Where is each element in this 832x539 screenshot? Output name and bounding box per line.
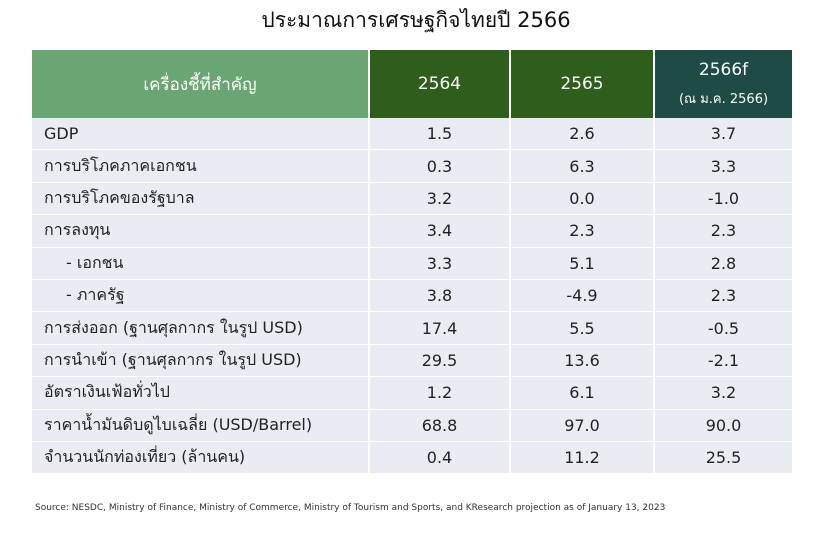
value-cell: -4.9	[511, 279, 655, 312]
value-cell: 2.6	[511, 118, 655, 150]
value-cell: 2.3	[710, 221, 737, 241]
value-cell: 5.5	[511, 312, 655, 344]
row-label: GDP	[32, 118, 370, 150]
header-text: 2564	[417, 74, 462, 94]
table-row: จำนวนนักท่องเที่ยว (ล้านคน) 0.4 11.2 25.5	[32, 441, 792, 475]
value-cell: 3.8	[370, 279, 511, 312]
row-label: - ภาครัฐ	[32, 279, 370, 312]
table-row: การบริโภคภาคเอกชน 0.3 6.3 3.3	[32, 150, 792, 183]
row-label: การส่งออก (ฐานศุลกากร ในรูป USD)	[32, 312, 370, 344]
value-cell: 2.3	[511, 215, 655, 247]
value-cell: 3.2	[370, 182, 511, 215]
value-cell: 6.1	[511, 377, 655, 409]
row-label: การลงทุน	[32, 215, 370, 247]
value-cell: 0.4	[370, 441, 511, 474]
value-cell: 1.2	[370, 377, 511, 409]
value-cell: 68.8	[370, 409, 511, 441]
value-cell: 3.3	[370, 247, 511, 279]
row-label: อัตราเงินเฟ้อทั่วไป	[32, 377, 370, 409]
value-cell: 3.2	[710, 383, 737, 403]
header-cell: เครื่องชี้ที่สำคัญ	[32, 50, 370, 118]
table-row: - เอกชน 3.3 5.1 2.8	[32, 247, 792, 280]
table-row: ราคาน้ำมันดิบดูไบเฉลี่ย (USD/Barrel) 68.8…	[32, 409, 792, 442]
value-cell: 29.5	[370, 344, 511, 377]
value-cell: 97.0	[511, 409, 655, 441]
value-cell: -2.1	[707, 350, 740, 370]
table-row: อัตราเงินเฟ้อทั่วไป 1.2 6.1 3.2	[32, 377, 792, 410]
value-cell: 3.4	[370, 215, 511, 247]
header-cell: 2566f (ณ ม.ค. 2566)	[655, 50, 792, 118]
header-cell: 2564	[370, 50, 511, 118]
value-cell: 0.3	[370, 150, 511, 182]
value-cell: 1.5	[370, 118, 511, 150]
row-label: การบริโภคภาคเอกชน	[32, 150, 370, 182]
source: Source: NESDC, Ministry of Finance, Mini…	[35, 503, 666, 513]
value-cell: 3.7	[710, 124, 737, 144]
value-cell: 3.3	[710, 156, 737, 176]
row-label: การบริโภคของรัฐบาล	[32, 182, 370, 215]
value-cell: 25.5	[705, 448, 742, 468]
value-cell: 17.4	[370, 312, 511, 344]
row-label: จำนวนนักท่องเที่ยว (ล้านคน)	[32, 441, 370, 474]
value-cell: 6.3	[511, 150, 655, 182]
table-row: การลงทุน 3.4 2.3 2.3	[32, 215, 792, 248]
header-text: 2565	[560, 74, 604, 94]
table-row: GDP 1.5 2.6 3.7	[32, 118, 792, 151]
value-cell: 5.1	[511, 247, 655, 279]
value-cell: 0.0	[511, 182, 655, 215]
title: ประมาณการเศรษฐกิจไทยปี 2566	[261, 8, 571, 32]
value-cell: 13.6	[511, 344, 655, 377]
value-cell: -1.0	[707, 188, 740, 208]
header-text: 2566f	[698, 59, 749, 80]
header-note: (ณ ม.ค. 2566)	[678, 91, 769, 107]
row-label: ราคาน้ำมันดิบดูไบเฉลี่ย (USD/Barrel)	[32, 409, 370, 441]
table: เครื่องชี้ที่สำคัญ 2564 2565 2566f (ณ ม.ค. 2…	[32, 50, 792, 475]
value-cell: -0.5	[707, 318, 740, 338]
value-cell: 11.2	[511, 441, 655, 474]
value-cell: 90.0	[705, 415, 742, 435]
table-row: การส่งออก (ฐานศุลกากร ในรูป USD) 17.4 5.5 -…	[32, 312, 792, 345]
table-row: การนำเข้า (ฐานศุลกากร ในรูป USD) 29.5 13.6…	[32, 344, 792, 378]
row-label: - เอกชน	[32, 247, 370, 279]
header-row: เครื่องชี้ที่สำคัญ 2564 2565 2566f (ณ ม.ค. 2…	[32, 50, 792, 118]
table-row: - ภาครัฐ 3.8 -4.9 2.3	[32, 279, 792, 313]
row-label: การนำเข้า (ฐานศุลกากร ในรูป USD)	[32, 344, 370, 377]
table-row: การบริโภคของรัฐบาล 3.2 0.0 -1.0	[32, 182, 792, 216]
value-cell: 2.3	[710, 286, 737, 306]
header-cell: 2565	[511, 50, 655, 118]
header-text: เครื่องชี้ที่สำคัญ	[143, 74, 257, 95]
value-cell: 2.8	[710, 253, 737, 273]
